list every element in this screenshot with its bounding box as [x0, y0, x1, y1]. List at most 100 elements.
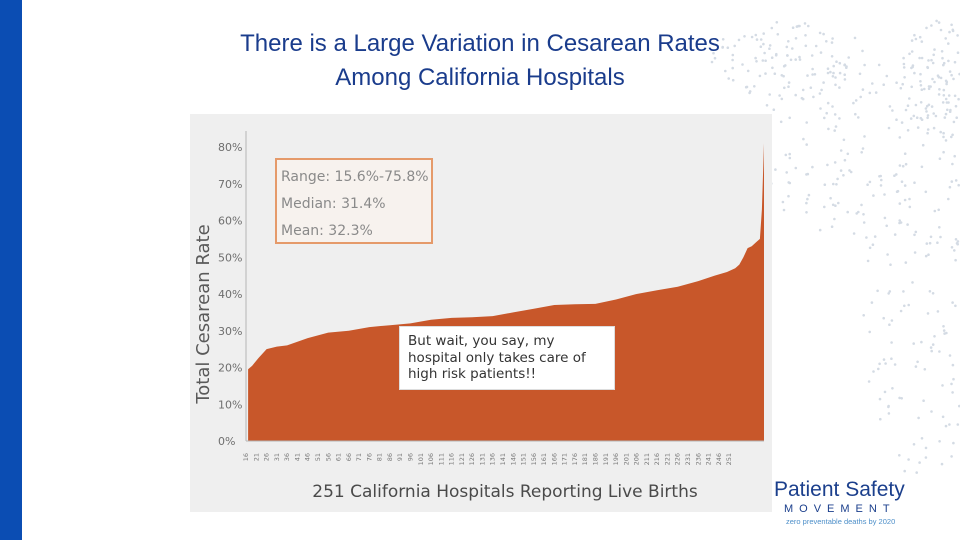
map-dot [873, 235, 877, 238]
map-dot [837, 201, 840, 205]
map-dot [847, 56, 850, 59]
map-dot [895, 190, 899, 193]
map-dot [936, 241, 939, 244]
map-dot [899, 86, 903, 90]
y-tick-label: 20% [218, 362, 242, 375]
map-dot [927, 87, 931, 91]
map-dot [776, 33, 780, 36]
map-dot [925, 110, 928, 113]
x-tick-label: 201 [622, 453, 630, 465]
map-dot [948, 354, 952, 357]
map-dot [750, 35, 754, 39]
map-dot [830, 55, 834, 58]
map-dot [805, 143, 808, 146]
map-dot [927, 253, 930, 256]
map-dot [876, 289, 879, 293]
map-dot [910, 85, 913, 89]
map-dot [770, 26, 774, 30]
x-tick-label: 41 [293, 453, 301, 461]
map-dot [889, 263, 892, 267]
map-dot [937, 21, 941, 24]
map-dot [947, 94, 951, 97]
map-dot [868, 330, 871, 334]
map-dot [907, 303, 910, 307]
map-dot [924, 446, 928, 450]
map-dot [942, 135, 945, 139]
x-tick-label: 21 [252, 453, 260, 461]
map-dot [886, 253, 889, 256]
x-tick-label: 96 [407, 453, 415, 461]
map-dot [942, 150, 945, 154]
map-dot [930, 105, 934, 108]
map-dot [781, 200, 785, 204]
map-dot [920, 56, 924, 60]
stat-range: Range: 15.6%-75.8% [281, 169, 429, 185]
map-dot [930, 349, 933, 353]
map-dot [833, 161, 837, 164]
map-dot [802, 137, 805, 141]
slide-title-line-1: There is a Large Variation in Cesarean R… [240, 30, 720, 57]
x-tick-label: 86 [386, 453, 394, 461]
map-dot [831, 75, 835, 78]
map-dot [754, 56, 757, 60]
map-dot [849, 170, 853, 174]
map-dot [931, 77, 934, 81]
map-dot [948, 30, 951, 34]
map-dot [920, 340, 923, 344]
map-dot [785, 171, 788, 174]
x-tick-label: 56 [324, 453, 332, 461]
map-dot [912, 443, 916, 446]
map-dot [772, 108, 776, 111]
map-dot [920, 165, 924, 169]
map-dot [763, 51, 766, 55]
map-dot [929, 346, 933, 349]
map-dot [842, 174, 845, 177]
map-dot [938, 157, 942, 160]
map-dot [806, 197, 809, 201]
map-dot [951, 162, 954, 166]
map-dot [916, 360, 919, 364]
map-dot [898, 221, 901, 225]
map-dot [895, 81, 898, 84]
map-dot [809, 86, 813, 89]
map-dot [761, 59, 765, 62]
map-dot [887, 412, 891, 415]
map-dot [944, 139, 948, 142]
x-tick-label: 136 [489, 453, 497, 465]
map-dot [920, 118, 924, 121]
map-dot [898, 164, 902, 167]
map-dot [787, 85, 790, 88]
map-dot [940, 50, 944, 53]
map-dot [860, 203, 863, 207]
map-dot [919, 72, 922, 76]
map-dot [913, 71, 916, 75]
map-dot [800, 96, 804, 100]
map-dot [919, 84, 923, 87]
map-dot [933, 48, 936, 51]
map-dot [944, 97, 948, 101]
y-tick-label: 60% [218, 215, 242, 228]
map-dot [755, 60, 758, 63]
map-dot [838, 117, 841, 120]
x-tick-label: 111 [437, 453, 445, 465]
map-dot [741, 63, 744, 66]
map-dot [952, 441, 955, 445]
map-dot [860, 151, 863, 154]
map-dot [938, 440, 941, 443]
map-dot [842, 138, 846, 142]
map-dot [949, 108, 952, 112]
map-dot [831, 37, 834, 40]
map-dot [794, 58, 797, 61]
map-dot [883, 390, 887, 394]
x-tick-label: 76 [365, 453, 373, 461]
map-dot [956, 51, 960, 54]
map-dot [919, 80, 922, 83]
x-tick-label: 251 [725, 453, 733, 465]
map-dot [829, 196, 832, 200]
patient-safety-logo: Patient Safety MOVEMENT zero preventable… [770, 478, 940, 530]
series-area [248, 143, 765, 442]
map-dot [791, 26, 795, 30]
map-dot [737, 38, 741, 42]
map-dot [957, 97, 960, 101]
map-dot [924, 190, 928, 194]
